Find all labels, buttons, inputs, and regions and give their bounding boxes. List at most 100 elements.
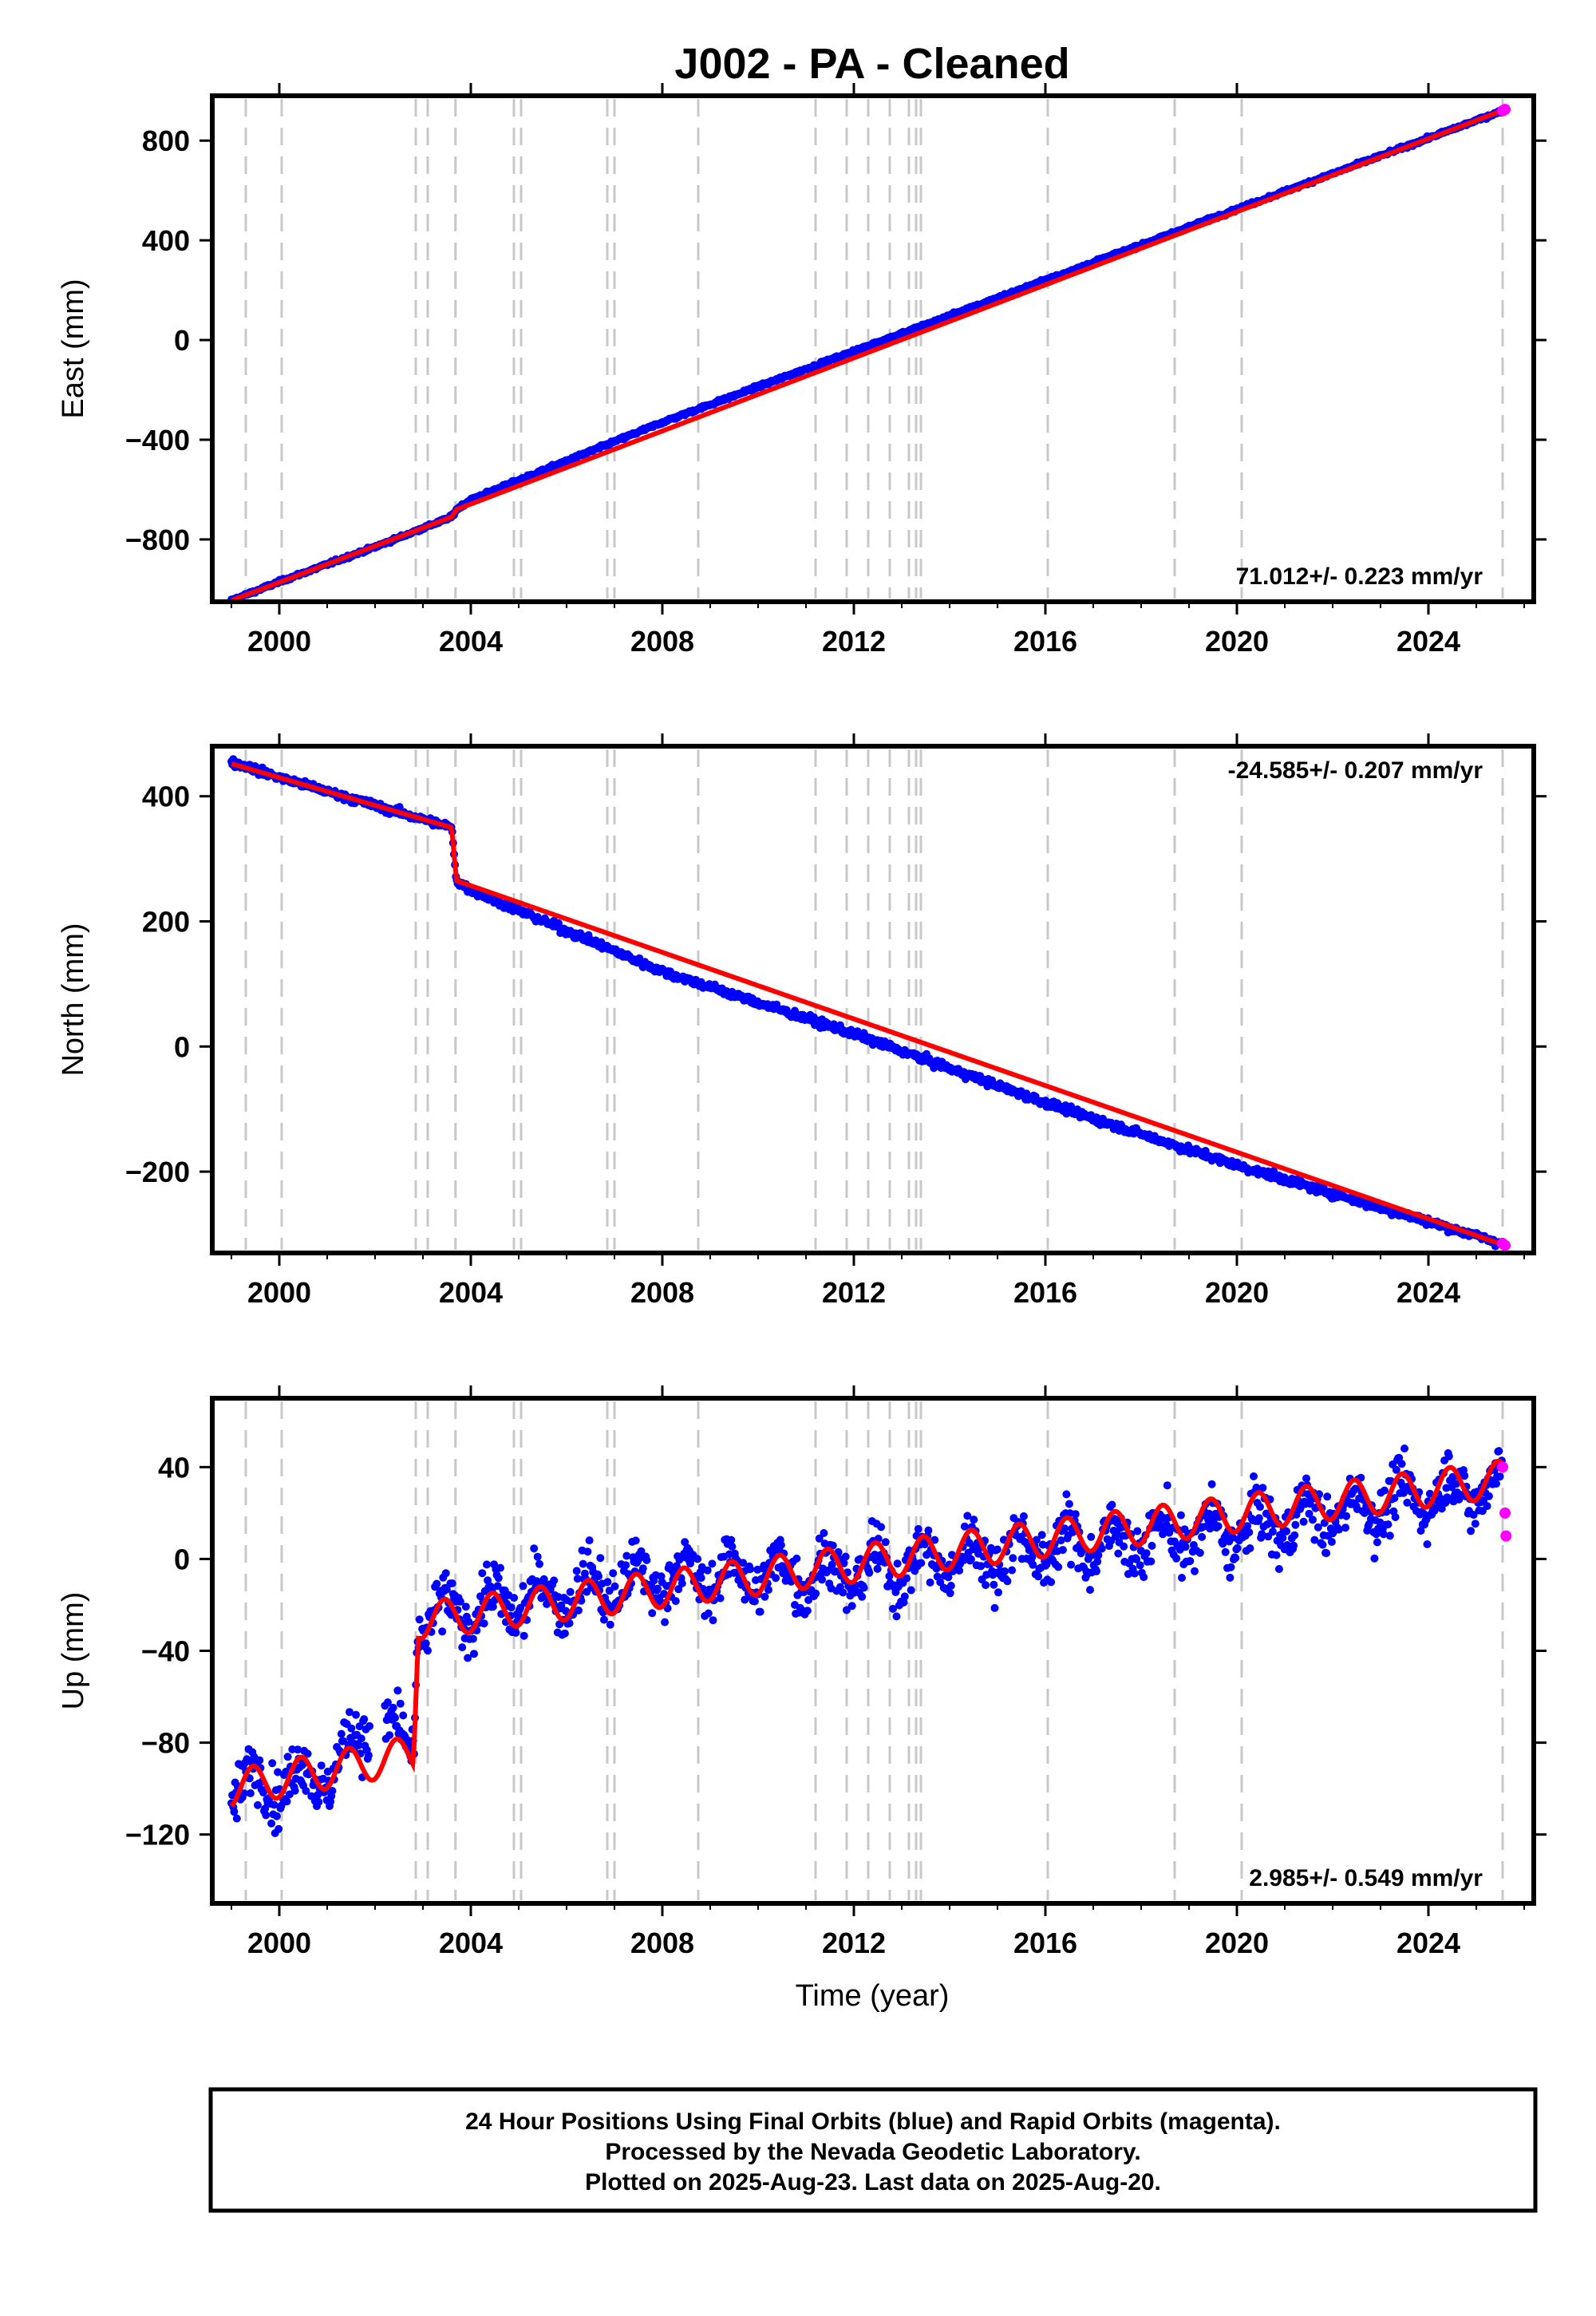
data-point [1037, 1531, 1046, 1539]
x-tick-label: 2016 [1013, 1276, 1077, 1309]
x-tick-label: 2016 [1013, 625, 1077, 658]
x-tick-label: 2000 [247, 1927, 311, 1959]
data-point [1423, 1540, 1432, 1548]
y-axis-title: Up (mm) [57, 1592, 90, 1710]
data-point [1384, 1520, 1393, 1529]
x-axis-title: Time (year) [796, 1979, 950, 2013]
data-point [760, 1592, 769, 1601]
model-line [231, 761, 1506, 1248]
data-point [936, 1578, 945, 1587]
data-point [262, 1811, 271, 1820]
data-point [824, 1566, 833, 1575]
data-point [1087, 1532, 1096, 1541]
data-point [1092, 1567, 1100, 1575]
data-point [1140, 1573, 1148, 1582]
data-point [1003, 1577, 1012, 1586]
data-point [1252, 1484, 1261, 1492]
x-tick-label: 2004 [439, 1927, 503, 1959]
data-point [1147, 1557, 1156, 1566]
data-point [488, 1603, 497, 1611]
north-panel: 2000 2004 2008 2012 2016 2020 2024 −200 0 200 400 N… [57, 733, 1547, 1309]
data-point [458, 1643, 467, 1652]
data-point [456, 1597, 464, 1606]
data-point [1226, 1573, 1235, 1582]
data-point [1318, 1540, 1327, 1549]
data-point [1256, 1503, 1264, 1512]
data-point [703, 1566, 712, 1575]
data-point [530, 1544, 539, 1553]
y-tick-label: 0 [174, 324, 190, 357]
data-point [815, 1534, 824, 1543]
data-point [818, 1575, 827, 1584]
data-point [1290, 1541, 1298, 1550]
up-panel: 2000 2004 2008 2012 2016 2020 2024 −120 −80 −40 0 4… [57, 1385, 1547, 1959]
data-point [1071, 1510, 1080, 1519]
data-point [1124, 1570, 1132, 1579]
data-point [693, 1555, 702, 1563]
y-tick-label: 40 [158, 1451, 190, 1484]
y-axis-title: East (mm) [57, 279, 90, 418]
x-tick-label: 2024 [1396, 1927, 1460, 1959]
rapid-orbit-point [1499, 1507, 1511, 1519]
data-point [254, 1800, 262, 1809]
data-point [1120, 1542, 1128, 1551]
data-point [966, 1555, 975, 1563]
data-point [926, 1578, 934, 1587]
data-point [1263, 1520, 1272, 1528]
data-point [1191, 1567, 1199, 1575]
data-point [1178, 1574, 1186, 1582]
x-tick-label: 2012 [822, 1927, 886, 1959]
data-point [282, 1797, 291, 1806]
data-point [1243, 1522, 1251, 1531]
data-point [606, 1620, 614, 1629]
data-point [1395, 1453, 1404, 1462]
data-point [841, 1552, 850, 1561]
data-point [259, 1788, 267, 1796]
data-point [277, 1801, 286, 1810]
data-point [776, 1541, 785, 1549]
data-point [283, 1753, 292, 1761]
data-point [637, 1547, 646, 1555]
data-point [314, 1797, 323, 1806]
data-point [596, 1554, 605, 1563]
data-point [955, 1566, 964, 1575]
data-point [302, 1787, 310, 1795]
data-point [1370, 1554, 1379, 1563]
data-point [990, 1580, 998, 1589]
data-point [1310, 1535, 1319, 1544]
data-point [393, 1686, 402, 1695]
data-point [924, 1526, 933, 1535]
data-point [1148, 1541, 1156, 1550]
data-point [464, 1654, 472, 1662]
data-point [1400, 1445, 1408, 1452]
data-point [1246, 1544, 1254, 1552]
data-point [1342, 1512, 1351, 1520]
rapid-orbit-point [1499, 1239, 1511, 1251]
data-point [1042, 1560, 1051, 1569]
data-point [1444, 1452, 1453, 1460]
data-point [1258, 1530, 1266, 1539]
data-point [697, 1574, 705, 1583]
data-point [270, 1800, 279, 1809]
data-point [1254, 1514, 1263, 1523]
data-point [496, 1563, 504, 1572]
data-point [1008, 1566, 1017, 1575]
data-point [230, 1808, 239, 1816]
data-point [671, 1597, 680, 1606]
data-point [303, 1749, 312, 1758]
data-point [1274, 1565, 1283, 1573]
y-tick-label: −800 [125, 524, 190, 556]
data-point [907, 1586, 915, 1595]
data-point [1054, 1563, 1063, 1571]
data-point [1268, 1528, 1277, 1536]
data-point [1299, 1517, 1308, 1526]
footer-line-1: 24 Hour Positions Using Final Orbits (bl… [465, 2109, 1281, 2135]
data-point [1335, 1525, 1343, 1534]
x-tick-label: 2004 [439, 1276, 503, 1309]
data-point [1136, 1561, 1144, 1570]
data-point [573, 1575, 582, 1583]
east-panel: 2000 2004 2008 2012 2016 2020 2024 −800 −400 0 400… [57, 83, 1547, 658]
data-point [347, 1724, 356, 1733]
data-point [1327, 1538, 1336, 1546]
data-point [533, 1552, 542, 1561]
